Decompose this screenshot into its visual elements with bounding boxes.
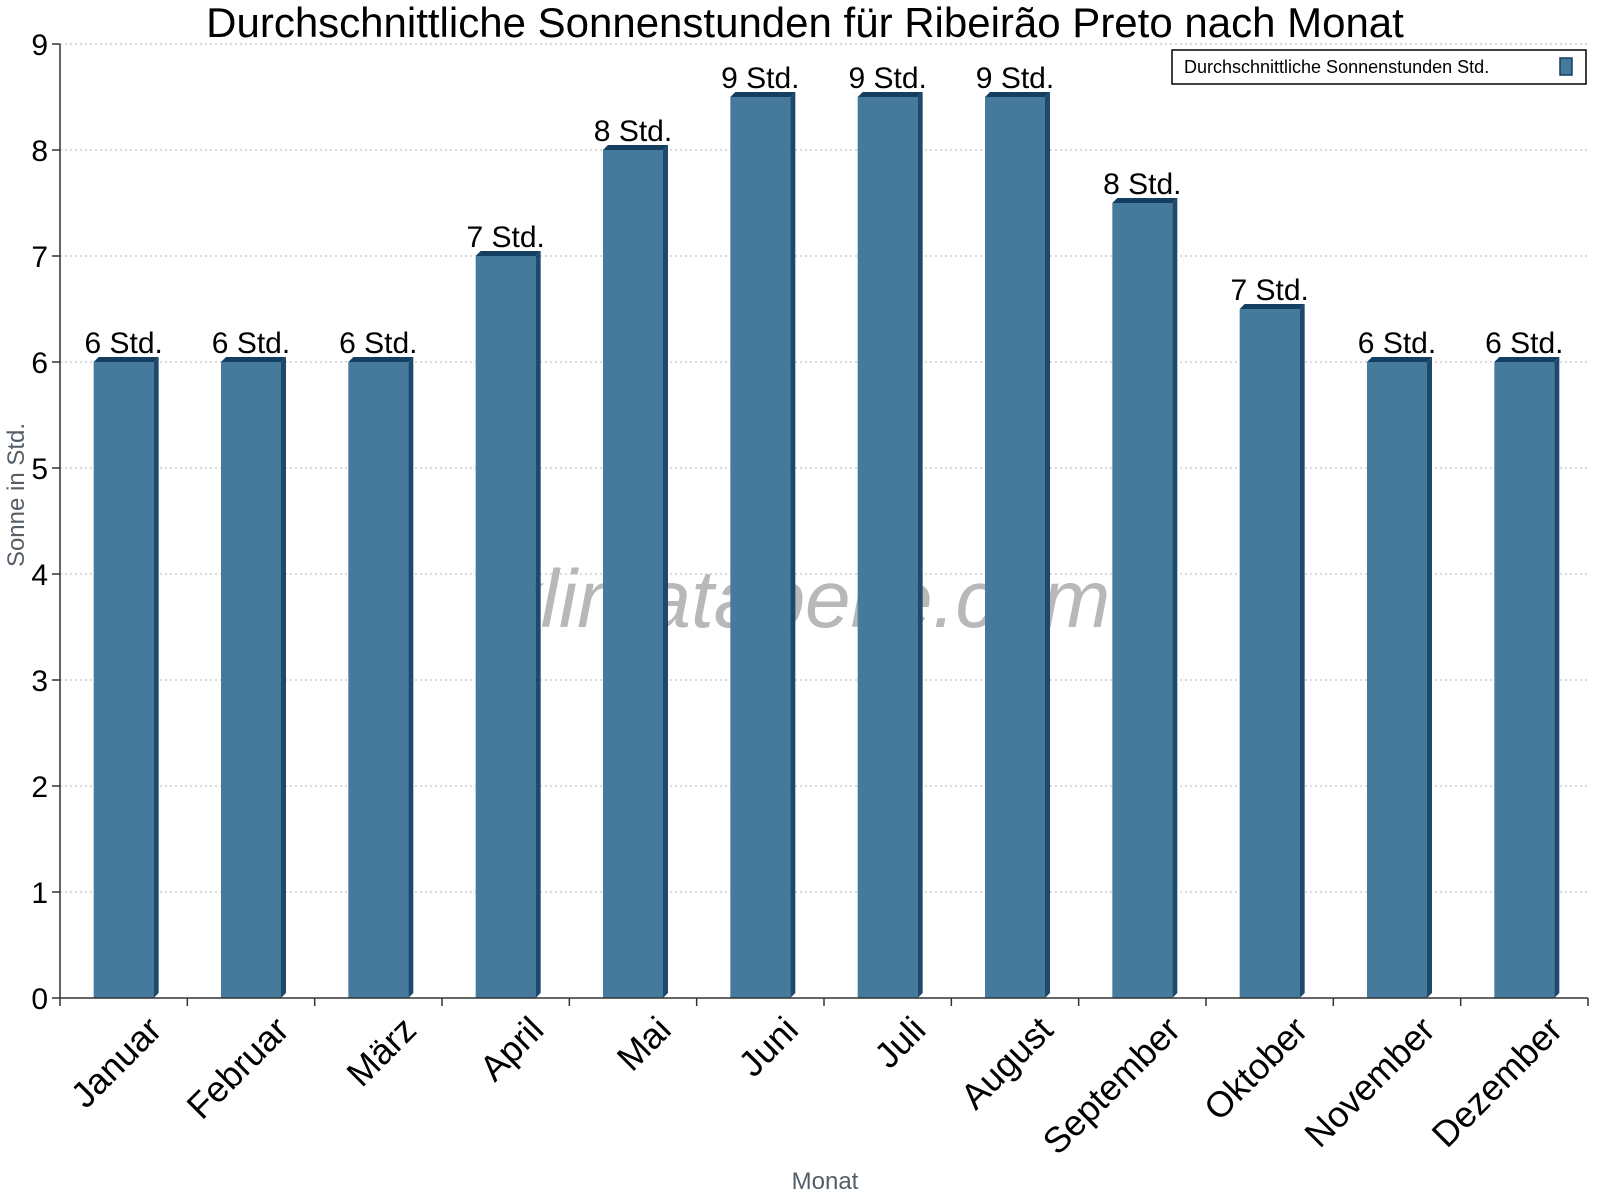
- y-tick-label: 1: [31, 877, 48, 910]
- y-tick-label: 8: [31, 135, 48, 168]
- bar: [1239, 304, 1305, 998]
- x-tick-labels: Januar Februar März April Mai Juni Juli AugustS…: [62, 1009, 1570, 1163]
- data-label: 8 Std.: [594, 115, 672, 148]
- bars: [93, 92, 1560, 998]
- bar-side: [663, 145, 668, 998]
- legend-label: Durchschnittliche Sonnenstunden Std.: [1184, 57, 1489, 77]
- bar-side: [1299, 304, 1305, 998]
- bar-side: [281, 357, 286, 998]
- bar-side: [535, 251, 541, 998]
- bar-top: [603, 145, 668, 150]
- bar-top: [1494, 357, 1560, 362]
- y-tick-label: 3: [31, 665, 48, 698]
- y-tick-label: 4: [31, 559, 48, 592]
- y-tick-label: 2: [31, 771, 48, 804]
- bar-side: [790, 92, 796, 998]
- data-label: 6 Std.: [212, 327, 290, 360]
- chart-title: Durchschnittliche Sonnenstunden für Ribe…: [206, 0, 1404, 46]
- bar-front: [1367, 362, 1427, 998]
- bar-front: [348, 362, 409, 998]
- data-label: 6 Std.: [1358, 327, 1436, 360]
- x-tick-label: Juli: [866, 1009, 933, 1076]
- bar-top: [93, 357, 159, 362]
- x-tick-label: Januar: [62, 1009, 169, 1116]
- bar-top: [475, 251, 541, 256]
- bar: [475, 251, 541, 998]
- bar-front: [475, 256, 536, 998]
- data-label: 9 Std.: [721, 62, 799, 95]
- x-tick-label: November: [1296, 1009, 1442, 1155]
- bar: [857, 92, 923, 998]
- y-tick-label: 6: [31, 347, 48, 380]
- bar-front: [1112, 203, 1173, 998]
- bar-front: [1494, 362, 1555, 998]
- x-tick-label: September: [1034, 1009, 1188, 1163]
- bar-side: [408, 357, 414, 998]
- y-tick-label: 9: [31, 29, 48, 62]
- data-label: 9 Std.: [848, 62, 926, 95]
- data-labels: 6 Std. 6 Std. 6 Std. 7 Std. 8 Std. 9 Std. 9 St…: [84, 62, 1563, 360]
- legend-swatch: [1559, 57, 1573, 76]
- bar-side: [917, 92, 923, 998]
- data-label: 6 Std.: [84, 327, 162, 360]
- legend-box: [1171, 49, 1587, 85]
- bar-side: [1554, 357, 1560, 998]
- bar-side: [1045, 92, 1050, 998]
- y-axis-title: Sonne in Std.: [3, 423, 30, 567]
- bar: [603, 145, 668, 998]
- x-tick-label: Februar: [179, 1009, 297, 1127]
- x-tick-label: Juni: [730, 1009, 806, 1085]
- data-label: 7 Std.: [1230, 274, 1308, 307]
- bar-top: [1239, 304, 1305, 309]
- bar-top: [730, 92, 796, 97]
- bar: [348, 357, 414, 998]
- legend: Durchschnittliche Sonnenstunden Std.: [1171, 49, 1587, 85]
- bar: [730, 92, 796, 998]
- bar-top: [857, 92, 923, 97]
- x-tick-label: August: [952, 1009, 1060, 1117]
- data-label: 9 Std.: [976, 62, 1054, 95]
- bar-top: [1367, 357, 1432, 362]
- bar: [93, 357, 159, 998]
- bar-front: [1239, 309, 1300, 998]
- bar-front: [985, 97, 1045, 998]
- x-axis-title: Monat: [792, 1168, 859, 1195]
- axes: [52, 43, 1589, 1006]
- x-tick-label: Dezember: [1424, 1009, 1570, 1155]
- bar-top: [1112, 198, 1178, 203]
- data-label: 8 Std.: [1103, 168, 1181, 201]
- bar: [221, 357, 286, 998]
- bar-front: [221, 362, 281, 998]
- bar-side: [1172, 198, 1178, 998]
- x-tick-label: März: [338, 1009, 424, 1095]
- y-tick-labels: 0 1 2 3 4 5 6 7 8 9: [31, 29, 48, 1016]
- bar-side: [153, 357, 159, 998]
- data-label: 6 Std.: [339, 327, 417, 360]
- bar-top: [221, 357, 286, 362]
- y-tick-label: 7: [31, 241, 48, 274]
- bar: [1494, 357, 1560, 998]
- bar-front: [603, 150, 663, 998]
- bar: [985, 92, 1050, 998]
- bar-side: [1427, 357, 1432, 998]
- data-label: 7 Std.: [466, 221, 544, 254]
- data-label: 6 Std.: [1485, 327, 1563, 360]
- grid: [60, 43, 1588, 893]
- bar-front: [93, 362, 154, 998]
- bar: [1367, 357, 1432, 998]
- y-tick-label: 0: [31, 983, 48, 1016]
- bar-front: [730, 97, 791, 998]
- x-tick-label: Oktober: [1196, 1009, 1316, 1129]
- y-tick-label: 5: [31, 453, 48, 486]
- x-tick-label: April: [471, 1009, 551, 1089]
- bar-front: [857, 97, 918, 998]
- bar: [1112, 198, 1178, 998]
- bar-top: [348, 357, 414, 362]
- x-tick-label: Mai: [609, 1009, 679, 1079]
- bar-top: [985, 92, 1050, 97]
